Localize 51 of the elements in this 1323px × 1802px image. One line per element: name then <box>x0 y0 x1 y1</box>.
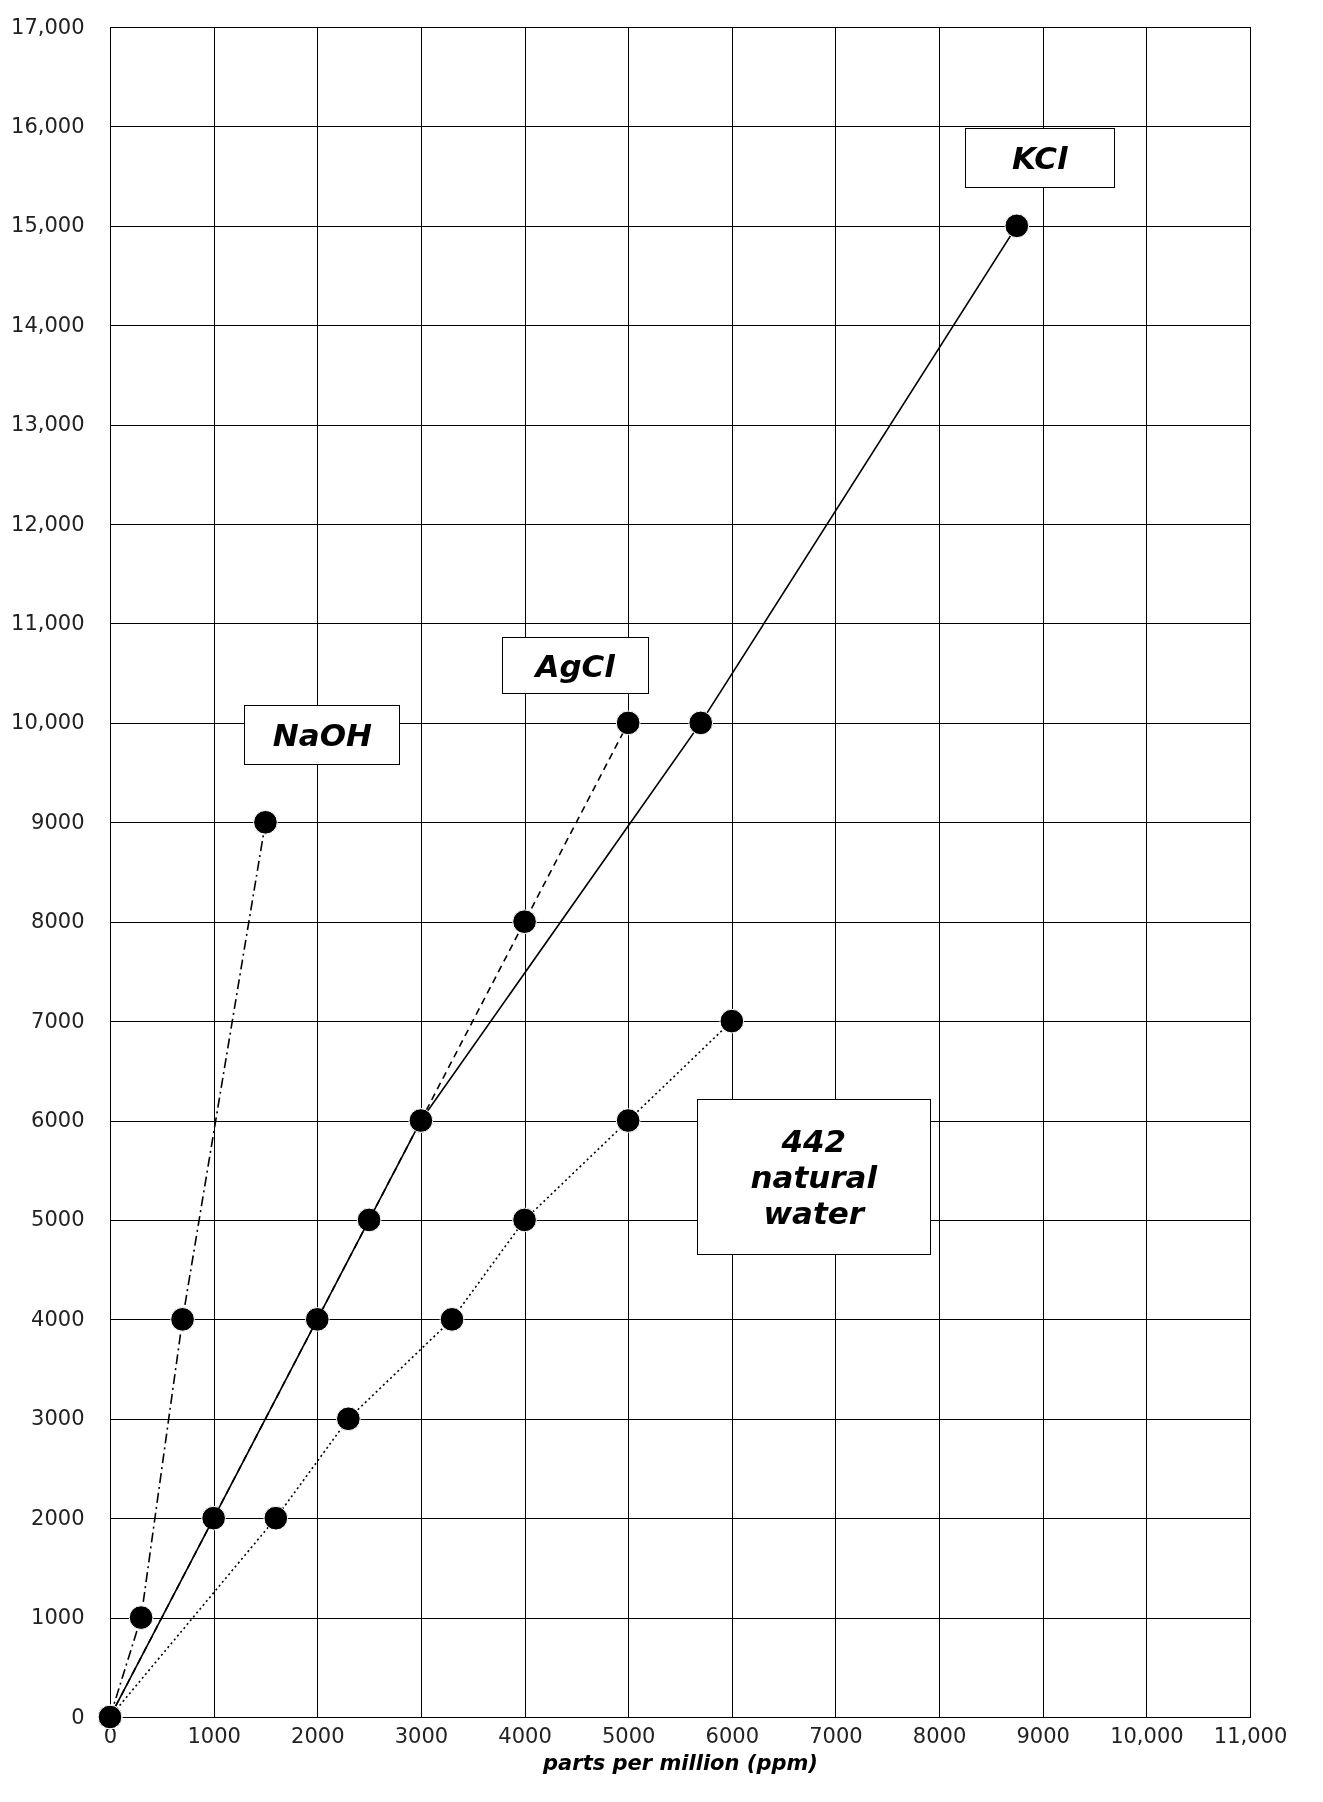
x-tick-label: 5000 <box>601 1723 656 1748</box>
x-tick-label: 9000 <box>1016 1723 1070 1748</box>
point <box>253 809 278 835</box>
y-tick-label: 5000 <box>31 1207 85 1232</box>
point <box>615 710 641 736</box>
y-tick-label: 12,000 <box>11 511 85 536</box>
name-box: 442 natural water <box>696 1099 931 1256</box>
y-tick-label: 4000 <box>31 1306 85 1331</box>
y-tick-label: 6000 <box>31 1108 85 1133</box>
point <box>439 1307 465 1332</box>
y-tick-label: 16,000 <box>11 113 85 138</box>
x-tick-label: 3000 <box>394 1723 449 1748</box>
y-tick-label: 10,000 <box>11 710 85 735</box>
y-tick-label: 0 <box>71 1704 85 1729</box>
y-tick-label: 7000 <box>31 1008 85 1033</box>
name-box: AgCl <box>501 637 649 695</box>
point <box>512 1207 537 1233</box>
point <box>512 909 537 935</box>
y-tick-label: 3000 <box>31 1406 85 1431</box>
point <box>1004 213 1030 239</box>
y-tick-label: 11,000 <box>11 610 85 635</box>
y-tick-label: 9000 <box>31 809 85 834</box>
point <box>304 1307 330 1332</box>
y-tick-label: 13,000 <box>11 412 85 437</box>
y-tick-label: 14,000 <box>11 312 85 337</box>
y-tick-label: 2000 <box>31 1505 85 1530</box>
x-axis-title: parts per million (ppm) <box>542 1750 818 1775</box>
x-tick-label: 11,000 <box>1213 1723 1288 1748</box>
point <box>170 1307 195 1332</box>
x-tick-label: 10,000 <box>1110 1723 1184 1748</box>
point <box>719 1008 745 1034</box>
y-tick-label: 1000 <box>31 1605 85 1630</box>
point <box>615 1108 641 1133</box>
point <box>688 710 714 736</box>
x-tick-label: 4000 <box>498 1723 552 1748</box>
name-box: KCl <box>964 127 1115 188</box>
x-tick-label: 1000 <box>187 1723 241 1748</box>
y-tick-label: 17,000 <box>11 14 85 39</box>
x-tick-label: 2000 <box>291 1723 345 1748</box>
point <box>356 1207 382 1233</box>
x-tick-label: 8000 <box>912 1723 967 1748</box>
x-tick-label: 7000 <box>809 1723 863 1748</box>
point <box>336 1406 361 1432</box>
y-tick-label: 8000 <box>31 909 85 934</box>
point <box>408 1108 434 1133</box>
y-tick-label: 15,000 <box>11 213 85 238</box>
point <box>128 1605 154 1630</box>
point <box>201 1505 226 1531</box>
name-box: NaOH <box>244 705 401 766</box>
x-tick-label: 6000 <box>705 1723 760 1748</box>
point <box>263 1505 289 1531</box>
